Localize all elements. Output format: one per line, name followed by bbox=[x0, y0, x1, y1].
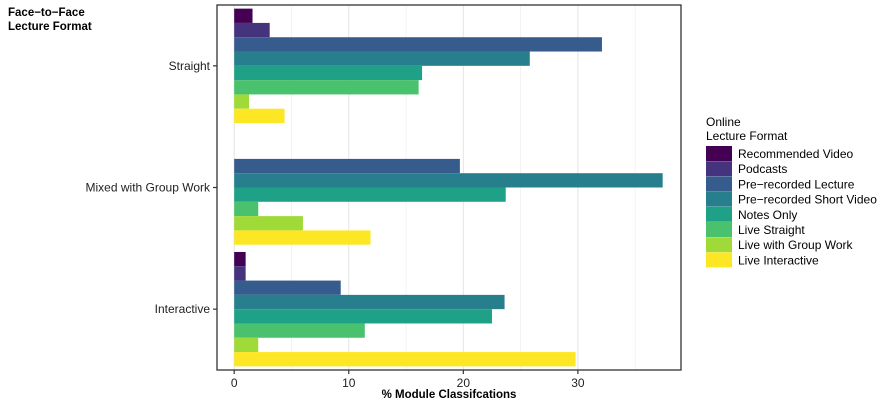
bar-interactive-pre-recorded-lecture bbox=[234, 280, 341, 295]
bar-straight-pre-recorded-short-video bbox=[234, 51, 530, 66]
bar-mixed-with-group-work-pre-recorded-lecture bbox=[234, 158, 460, 174]
bar-straight-recommended-video bbox=[234, 8, 253, 23]
legend-label-pre-recorded-lecture: Pre−recorded Lecture bbox=[738, 177, 855, 191]
bar-mixed-with-group-work-live-straight bbox=[234, 201, 259, 217]
legend-label-recommended-video: Recommended Video bbox=[738, 147, 854, 161]
bar-straight-live-straight bbox=[234, 80, 419, 95]
y-axis-title-line2: Lecture Format bbox=[8, 21, 92, 33]
bar-mixed-with-group-work-live-interactive bbox=[234, 230, 371, 245]
y-tick-label-straight: Straight bbox=[169, 59, 211, 73]
x-tick-label-0: 0 bbox=[231, 376, 238, 390]
bar-interactive-recommended-video bbox=[234, 251, 246, 267]
legend-label-live-interactive: Live Interactive bbox=[738, 253, 819, 267]
legend-swatch-podcasts bbox=[706, 161, 732, 177]
bar-straight-notes-only bbox=[234, 65, 423, 81]
x-tick-label-10: 10 bbox=[342, 376, 356, 390]
x-axis-title: % Module Classifcations bbox=[382, 389, 517, 401]
x-tick-label-30: 30 bbox=[571, 376, 585, 390]
legend-swatch-pre-recorded-short-video bbox=[706, 191, 732, 207]
x-axis: 0 10 20 30 bbox=[231, 370, 585, 390]
legend-swatch-pre-recorded-lecture bbox=[706, 176, 732, 192]
bar-mixed-with-group-work-pre-recorded-short-video bbox=[234, 173, 663, 188]
bar-mixed-with-group-work-live-with-group-work bbox=[234, 216, 303, 231]
y-tick-label-mixed-with-group-work: Mixed with Group Work bbox=[86, 181, 211, 195]
bar-interactive-pre-recorded-short-video bbox=[234, 294, 505, 310]
bar-interactive-live-with-group-work bbox=[234, 337, 259, 353]
y-axis: Straight Mixed with Group Work Interactive bbox=[86, 59, 217, 316]
bars bbox=[234, 8, 663, 367]
bar-interactive-live-interactive bbox=[234, 352, 576, 367]
bar-interactive-podcasts bbox=[234, 266, 246, 281]
bar-mixed-with-group-work-notes-only bbox=[234, 187, 506, 202]
bar-interactive-notes-only bbox=[234, 309, 492, 324]
legend-label-live-straight: Live Straight bbox=[738, 223, 805, 237]
legend: Online Lecture Format Recommended VideoP… bbox=[706, 115, 877, 268]
x-tick-label-20: 20 bbox=[457, 376, 471, 390]
y-axis-title-line1: Face−to−Face bbox=[8, 7, 85, 19]
y-tick-label-interactive: Interactive bbox=[155, 302, 211, 316]
legend-swatch-notes-only bbox=[706, 206, 732, 222]
bar-straight-live-interactive bbox=[234, 108, 285, 124]
legend-swatch-recommended-video bbox=[706, 146, 732, 161]
legend-title-line1: Online bbox=[706, 115, 741, 129]
bar-interactive-live-straight bbox=[234, 323, 365, 338]
legend-swatch-live-straight bbox=[706, 222, 732, 237]
legend-label-pre-recorded-short-video: Pre−recorded Short Video bbox=[738, 193, 877, 207]
legend-swatch-live-interactive bbox=[706, 252, 732, 268]
bar-straight-podcasts bbox=[234, 22, 270, 38]
bar-straight-live-with-group-work bbox=[234, 94, 250, 109]
legend-label-live-with-group-work: Live with Group Work bbox=[738, 238, 853, 252]
legend-label-podcasts: Podcasts bbox=[738, 162, 787, 176]
legend-label-notes-only: Notes Only bbox=[738, 208, 797, 222]
bar-straight-pre-recorded-lecture bbox=[234, 37, 602, 52]
legend-title-line2: Lecture Format bbox=[706, 129, 788, 143]
legend-swatch-live-with-group-work bbox=[706, 237, 732, 253]
